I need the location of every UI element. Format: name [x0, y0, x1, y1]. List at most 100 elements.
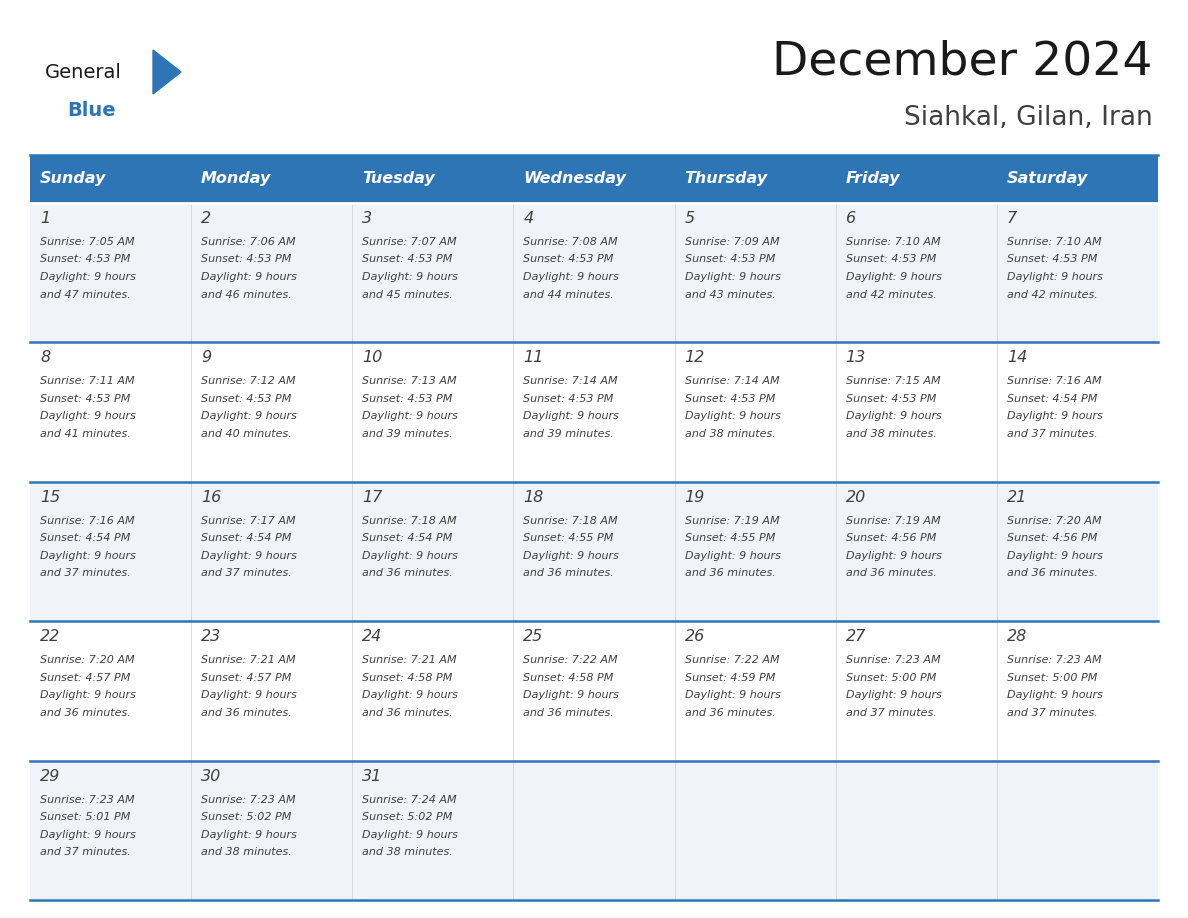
Text: Sunday: Sunday — [40, 172, 107, 186]
Text: Sunset: 5:02 PM: Sunset: 5:02 PM — [201, 812, 291, 823]
Text: Sunset: 4:53 PM: Sunset: 4:53 PM — [40, 394, 131, 404]
Text: Sunrise: 7:16 AM: Sunrise: 7:16 AM — [40, 516, 134, 526]
Text: Sunset: 4:53 PM: Sunset: 4:53 PM — [40, 254, 131, 264]
Text: and 36 minutes.: and 36 minutes. — [362, 568, 453, 578]
Text: Sunset: 4:53 PM: Sunset: 4:53 PM — [524, 394, 614, 404]
Text: 27: 27 — [846, 629, 866, 644]
Text: and 37 minutes.: and 37 minutes. — [40, 568, 131, 578]
Text: 30: 30 — [201, 768, 221, 784]
Text: Sunrise: 7:20 AM: Sunrise: 7:20 AM — [40, 655, 134, 666]
Text: Sunset: 4:53 PM: Sunset: 4:53 PM — [684, 254, 775, 264]
Text: 7: 7 — [1007, 211, 1017, 226]
Text: Sunrise: 7:07 AM: Sunrise: 7:07 AM — [362, 237, 457, 247]
Text: Daylight: 9 hours: Daylight: 9 hours — [1007, 272, 1102, 282]
FancyBboxPatch shape — [997, 155, 1158, 203]
Text: Daylight: 9 hours: Daylight: 9 hours — [40, 830, 135, 840]
Text: Sunrise: 7:23 AM: Sunrise: 7:23 AM — [1007, 655, 1101, 666]
Text: and 46 minutes.: and 46 minutes. — [201, 289, 292, 299]
Text: Sunrise: 7:22 AM: Sunrise: 7:22 AM — [684, 655, 779, 666]
Text: Sunrise: 7:19 AM: Sunrise: 7:19 AM — [846, 516, 941, 526]
Text: 28: 28 — [1007, 629, 1028, 644]
Text: Daylight: 9 hours: Daylight: 9 hours — [524, 690, 619, 700]
Text: 5: 5 — [684, 211, 695, 226]
Text: Sunrise: 7:09 AM: Sunrise: 7:09 AM — [684, 237, 779, 247]
Text: and 47 minutes.: and 47 minutes. — [40, 289, 131, 299]
Text: 10: 10 — [362, 351, 383, 365]
Text: Daylight: 9 hours: Daylight: 9 hours — [40, 411, 135, 421]
Text: Sunset: 4:57 PM: Sunset: 4:57 PM — [40, 673, 131, 683]
Text: and 36 minutes.: and 36 minutes. — [524, 568, 614, 578]
Text: Sunset: 5:02 PM: Sunset: 5:02 PM — [362, 812, 453, 823]
Text: Sunrise: 7:18 AM: Sunrise: 7:18 AM — [524, 516, 618, 526]
Text: Daylight: 9 hours: Daylight: 9 hours — [684, 411, 781, 421]
Text: 24: 24 — [362, 629, 383, 644]
Text: Daylight: 9 hours: Daylight: 9 hours — [684, 272, 781, 282]
Text: and 39 minutes.: and 39 minutes. — [362, 429, 453, 439]
Text: 15: 15 — [40, 490, 61, 505]
Text: 23: 23 — [201, 629, 221, 644]
Text: Sunset: 4:55 PM: Sunset: 4:55 PM — [684, 533, 775, 543]
FancyBboxPatch shape — [30, 761, 1158, 900]
Text: and 37 minutes.: and 37 minutes. — [201, 568, 292, 578]
Text: Thursday: Thursday — [684, 172, 767, 186]
Text: and 37 minutes.: and 37 minutes. — [1007, 708, 1098, 718]
Text: and 44 minutes.: and 44 minutes. — [524, 289, 614, 299]
Text: Sunrise: 7:15 AM: Sunrise: 7:15 AM — [846, 376, 941, 386]
Text: 4: 4 — [524, 211, 533, 226]
Text: Daylight: 9 hours: Daylight: 9 hours — [524, 411, 619, 421]
Text: Daylight: 9 hours: Daylight: 9 hours — [1007, 551, 1102, 561]
Text: 6: 6 — [846, 211, 855, 226]
Text: Sunset: 4:54 PM: Sunset: 4:54 PM — [201, 533, 291, 543]
Text: Sunrise: 7:21 AM: Sunrise: 7:21 AM — [362, 655, 457, 666]
Text: Daylight: 9 hours: Daylight: 9 hours — [201, 272, 297, 282]
Text: Daylight: 9 hours: Daylight: 9 hours — [524, 551, 619, 561]
Text: and 37 minutes.: and 37 minutes. — [40, 847, 131, 857]
Text: Daylight: 9 hours: Daylight: 9 hours — [684, 551, 781, 561]
Text: Friday: Friday — [846, 172, 901, 186]
Text: 31: 31 — [362, 768, 383, 784]
FancyBboxPatch shape — [835, 155, 997, 203]
Text: Sunset: 4:56 PM: Sunset: 4:56 PM — [846, 533, 936, 543]
Text: Daylight: 9 hours: Daylight: 9 hours — [201, 830, 297, 840]
Text: Sunrise: 7:10 AM: Sunrise: 7:10 AM — [846, 237, 941, 247]
Text: Sunset: 4:53 PM: Sunset: 4:53 PM — [846, 254, 936, 264]
Text: 14: 14 — [1007, 351, 1028, 365]
Text: December 2024: December 2024 — [772, 39, 1154, 84]
Text: Sunrise: 7:14 AM: Sunrise: 7:14 AM — [684, 376, 779, 386]
Text: General: General — [45, 62, 122, 82]
Text: Sunrise: 7:23 AM: Sunrise: 7:23 AM — [40, 795, 134, 804]
FancyBboxPatch shape — [30, 155, 191, 203]
Text: 19: 19 — [684, 490, 704, 505]
Text: and 38 minutes.: and 38 minutes. — [846, 429, 936, 439]
Text: Sunrise: 7:22 AM: Sunrise: 7:22 AM — [524, 655, 618, 666]
Text: Sunrise: 7:20 AM: Sunrise: 7:20 AM — [1007, 516, 1101, 526]
Text: 3: 3 — [362, 211, 372, 226]
Text: Daylight: 9 hours: Daylight: 9 hours — [846, 411, 942, 421]
Text: Sunrise: 7:19 AM: Sunrise: 7:19 AM — [684, 516, 779, 526]
Text: and 41 minutes.: and 41 minutes. — [40, 429, 131, 439]
Text: and 36 minutes.: and 36 minutes. — [201, 708, 292, 718]
Text: Sunset: 4:53 PM: Sunset: 4:53 PM — [362, 394, 453, 404]
Text: Sunset: 4:53 PM: Sunset: 4:53 PM — [684, 394, 775, 404]
Text: and 36 minutes.: and 36 minutes. — [362, 708, 453, 718]
Text: Daylight: 9 hours: Daylight: 9 hours — [40, 272, 135, 282]
Text: Sunrise: 7:12 AM: Sunrise: 7:12 AM — [201, 376, 296, 386]
Text: 2: 2 — [201, 211, 211, 226]
Text: Sunrise: 7:18 AM: Sunrise: 7:18 AM — [362, 516, 457, 526]
Text: Sunset: 4:54 PM: Sunset: 4:54 PM — [362, 533, 453, 543]
Text: and 38 minutes.: and 38 minutes. — [201, 847, 292, 857]
Text: Sunrise: 7:23 AM: Sunrise: 7:23 AM — [201, 795, 296, 804]
Text: and 37 minutes.: and 37 minutes. — [846, 708, 936, 718]
Text: Sunset: 4:54 PM: Sunset: 4:54 PM — [1007, 394, 1098, 404]
Text: Daylight: 9 hours: Daylight: 9 hours — [362, 830, 459, 840]
Text: and 45 minutes.: and 45 minutes. — [362, 289, 453, 299]
Text: 1: 1 — [40, 211, 50, 226]
Text: Daylight: 9 hours: Daylight: 9 hours — [362, 690, 459, 700]
Text: Sunrise: 7:08 AM: Sunrise: 7:08 AM — [524, 237, 618, 247]
FancyBboxPatch shape — [30, 621, 1158, 761]
Text: Sunset: 4:58 PM: Sunset: 4:58 PM — [362, 673, 453, 683]
Text: 16: 16 — [201, 490, 221, 505]
Text: and 36 minutes.: and 36 minutes. — [40, 708, 131, 718]
Text: and 39 minutes.: and 39 minutes. — [524, 429, 614, 439]
Polygon shape — [153, 50, 181, 94]
